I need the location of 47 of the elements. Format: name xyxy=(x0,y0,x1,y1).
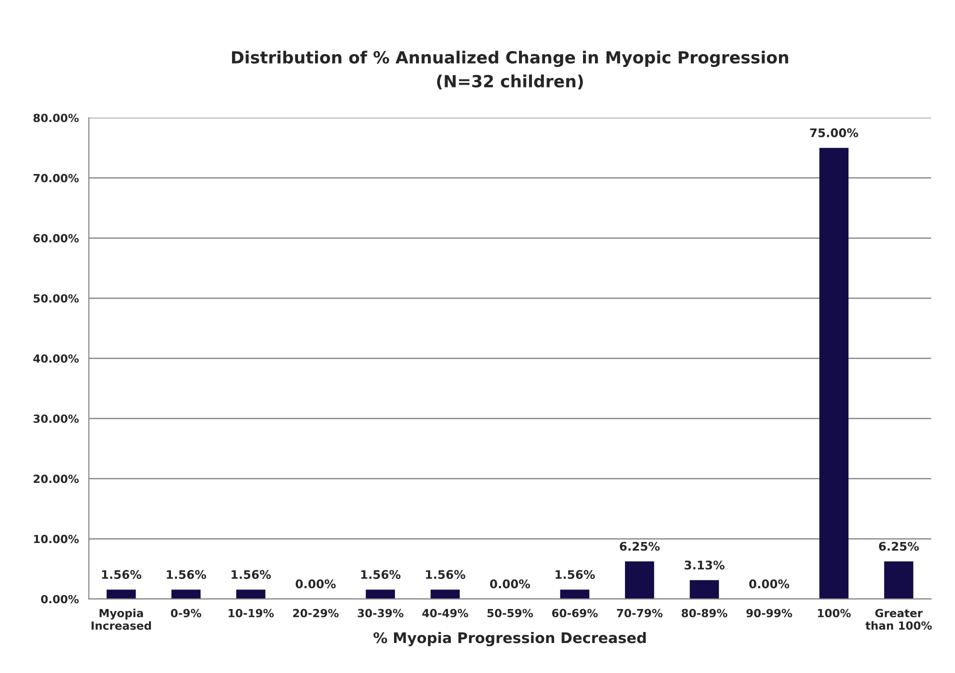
y-tick-label: 10.00% xyxy=(34,534,79,544)
data-label: 0.00% xyxy=(749,579,790,588)
x-tick-label: 70-79% xyxy=(616,608,663,618)
y-tick-label: 60.00% xyxy=(34,234,79,242)
data-label: 3.13% xyxy=(684,560,724,570)
data-label: 1.56% xyxy=(426,570,466,579)
x-tick-label: Greater than 100% xyxy=(865,608,932,630)
x-tick-label: 0-9% xyxy=(170,608,202,618)
y-tick-label: 80.00% xyxy=(33,114,79,122)
y-tick-label: 50.00% xyxy=(34,294,79,303)
data-label: 75.00% xyxy=(810,128,858,138)
bar xyxy=(884,561,914,599)
chart-title: Distribution of % Annualized Change in Myopic Progression (N=32 children) xyxy=(232,50,788,90)
x-axis-title: % Myopia Progression Decreased xyxy=(373,632,646,646)
data-label: 1.56% xyxy=(102,570,142,579)
y-tick-label: 40.00% xyxy=(33,354,79,363)
x-tick-label: 100% xyxy=(818,608,851,618)
bar xyxy=(560,590,590,599)
data-label: 1.56% xyxy=(361,570,400,579)
bar xyxy=(106,590,136,599)
bar xyxy=(236,590,266,599)
data-label: 6.25% xyxy=(620,542,660,551)
data-label: 6.25% xyxy=(878,542,919,551)
data-label: 1.56% xyxy=(556,570,595,579)
data-label: 1.56% xyxy=(232,570,271,579)
y-tick-label: 70.00% xyxy=(34,174,79,182)
x-tick-label: 10-19% xyxy=(228,608,274,618)
x-tick-label: 50-59% xyxy=(487,608,533,618)
bar xyxy=(430,590,460,599)
data-label: 0.00% xyxy=(296,579,336,588)
bar xyxy=(624,561,654,599)
x-tick-label: 60-69% xyxy=(552,608,598,618)
x-tick-label: 20-29% xyxy=(293,608,339,618)
bar xyxy=(690,580,719,599)
bar xyxy=(366,590,395,599)
data-label: 0.00% xyxy=(490,579,530,588)
x-tick-label: 40-49% xyxy=(422,608,468,618)
x-tick-label: 30-39% xyxy=(358,608,404,618)
x-tick-label: 90-99% xyxy=(746,608,792,618)
y-tick-label: 30.00% xyxy=(34,414,79,423)
bar xyxy=(819,148,849,599)
y-tick-label: 20.00% xyxy=(34,474,79,484)
x-tick-label: 80-89% xyxy=(682,608,728,618)
data-label: 1.56% xyxy=(166,570,206,579)
x-tick-label: Myopia Increased xyxy=(92,608,151,630)
y-tick-label: 0.00% xyxy=(41,594,79,604)
bar xyxy=(171,590,201,599)
